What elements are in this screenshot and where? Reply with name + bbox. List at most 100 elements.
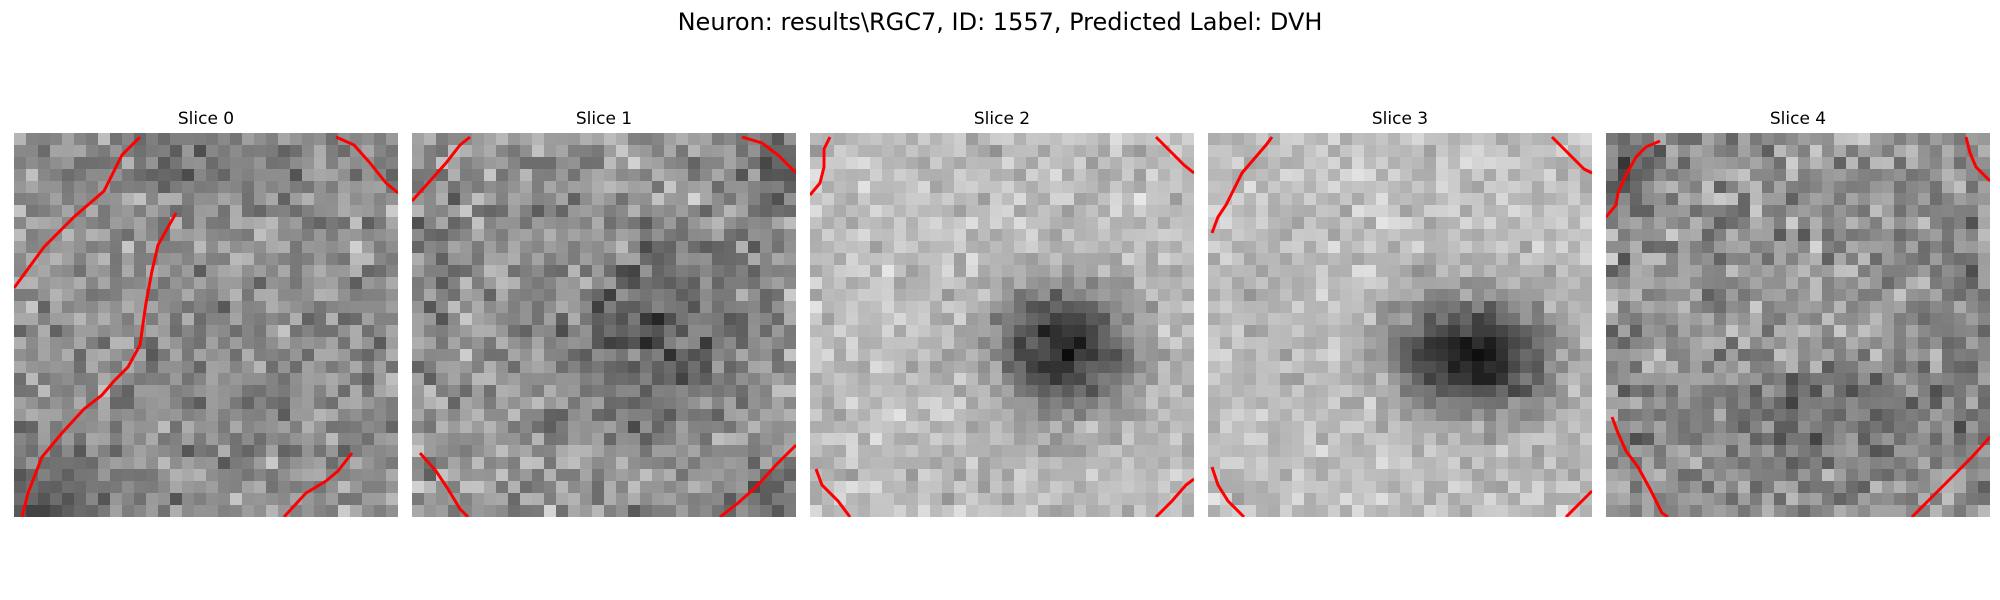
pixel-cell — [448, 241, 461, 254]
pixel-cell — [810, 229, 823, 242]
pixel-cell — [1834, 133, 1847, 146]
pixel-cell — [1858, 421, 1871, 434]
pixel-cell — [712, 481, 725, 494]
pixel-cell — [592, 337, 605, 350]
pixel-cell — [146, 505, 159, 517]
pixel-cell — [724, 265, 737, 278]
pixel-cell — [1158, 301, 1171, 314]
pixel-cell — [1690, 289, 1703, 302]
pixel-cell — [1170, 193, 1183, 206]
pixel-cell — [1170, 349, 1183, 362]
pixel-cell — [254, 133, 267, 146]
pixel-cell — [1918, 361, 1931, 374]
pixel-cell — [1062, 193, 1075, 206]
pixel-cell — [1642, 301, 1655, 314]
pixel-cell — [1630, 349, 1643, 362]
pixel-cell — [676, 145, 689, 158]
pixel-cell — [1714, 253, 1727, 266]
pixel-cell — [1714, 265, 1727, 278]
pixel-cell — [990, 361, 1003, 374]
pixel-cell — [652, 457, 665, 470]
pixel-cell — [1292, 385, 1305, 398]
pixel-cell — [688, 421, 701, 434]
pixel-cell — [266, 397, 279, 410]
pixel-cell — [1002, 265, 1015, 278]
pixel-cell — [544, 445, 557, 458]
pixel-cell — [1654, 265, 1667, 278]
pixel-cell — [1002, 421, 1015, 434]
pixel-cell — [520, 157, 533, 170]
pixel-cell — [1858, 409, 1871, 422]
pixel-cell — [1448, 349, 1461, 362]
pixel-cell — [1460, 217, 1473, 230]
pixel-cell — [1292, 265, 1305, 278]
pixel-cell — [14, 145, 27, 158]
pixel-cell — [954, 145, 967, 158]
pixel-cell — [918, 277, 931, 290]
pixel-cell — [278, 373, 291, 386]
pixel-cell — [1822, 445, 1835, 458]
pixel-cell — [1388, 205, 1401, 218]
pixel-cell — [1014, 301, 1027, 314]
pixel-cell — [1726, 193, 1739, 206]
pixel-cell — [1086, 457, 1099, 470]
pixel-cell — [1726, 385, 1739, 398]
pixel-cell — [1098, 421, 1111, 434]
pixel-cell — [134, 361, 147, 374]
pixel-cell — [736, 217, 749, 230]
pixel-cell — [1846, 217, 1859, 230]
pixel-cell — [1304, 229, 1317, 242]
pixel-cell — [182, 361, 195, 374]
pixel-cell — [1544, 277, 1557, 290]
pixel-cell — [918, 157, 931, 170]
pixel-cell — [484, 481, 497, 494]
pixel-cell — [1508, 181, 1521, 194]
pixel-cell — [628, 409, 641, 422]
pixel-cell — [1304, 301, 1317, 314]
pixel-cell — [1448, 277, 1461, 290]
pixel-cell — [1340, 349, 1353, 362]
pixel-cell — [954, 277, 967, 290]
pixel-cell — [978, 469, 991, 482]
pixel-cell — [1436, 409, 1449, 422]
pixel-cell — [676, 445, 689, 458]
pixel-cell — [122, 469, 135, 482]
pixel-cell — [966, 421, 979, 434]
pixel-cell — [194, 433, 207, 446]
pixel-cell — [1062, 481, 1075, 494]
pixel-cell — [266, 505, 279, 517]
pixel-cell — [748, 193, 761, 206]
pixel-cell — [326, 217, 339, 230]
pixel-cell — [822, 229, 835, 242]
pixel-cell — [834, 361, 847, 374]
pixel-cell — [194, 253, 207, 266]
pixel-cell — [760, 277, 773, 290]
pixel-cell — [326, 301, 339, 314]
pixel-cell — [290, 481, 303, 494]
pixel-cell — [604, 337, 617, 350]
pixel-cell — [748, 493, 761, 506]
pixel-cell — [810, 409, 823, 422]
pixel-cell — [894, 289, 907, 302]
pixel-cell — [508, 145, 521, 158]
pixel-cell — [1906, 277, 1919, 290]
pixel-cell — [1966, 265, 1979, 278]
pixel-cell — [1966, 397, 1979, 410]
pixel-cell — [182, 481, 195, 494]
pixel-cell — [1954, 325, 1967, 338]
pixel-cell — [194, 145, 207, 158]
pixel-cell — [736, 349, 749, 362]
pixel-cell — [1014, 157, 1027, 170]
pixel-cell — [1062, 349, 1075, 362]
pixel-cell — [1074, 397, 1087, 410]
pixel-cell — [1834, 337, 1847, 350]
pixel-cell — [1810, 445, 1823, 458]
pixel-cell — [302, 421, 315, 434]
pixel-cell — [436, 157, 449, 170]
pixel-cell — [616, 277, 629, 290]
pixel-cell — [978, 169, 991, 182]
pixel-cell — [508, 361, 521, 374]
pixel-cell — [1086, 325, 1099, 338]
pixel-cell — [496, 229, 509, 242]
pixel-cell — [1038, 445, 1051, 458]
